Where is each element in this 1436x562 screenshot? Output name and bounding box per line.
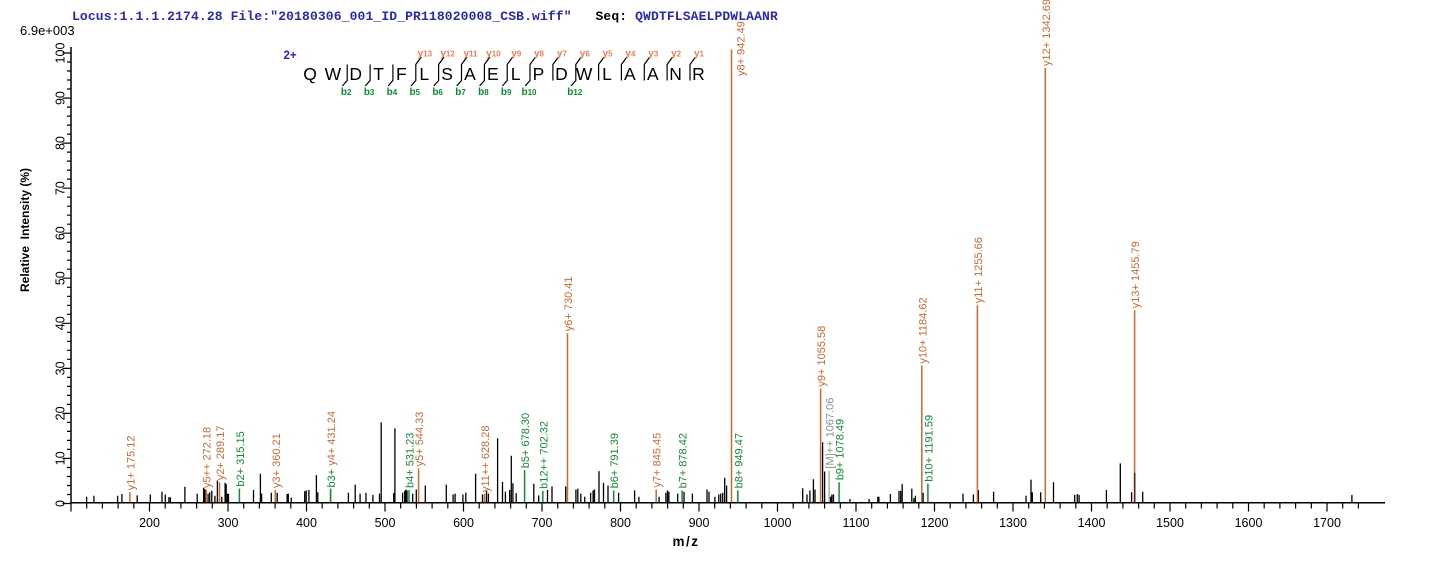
svg-text:y9+ 1055.58: y9+ 1055.58 — [816, 326, 828, 387]
svg-text:y12+ 1342.69: y12+ 1342.69 — [1041, 0, 1053, 66]
svg-text:1700: 1700 — [1313, 516, 1341, 530]
svg-text:Locus:1.1.1.2174.28 File:"2018: Locus:1.1.1.2174.28 File:"20180306_001_I… — [72, 9, 778, 24]
svg-text:y11: y11 — [463, 49, 478, 60]
svg-text:L: L — [419, 64, 429, 84]
svg-text:1600: 1600 — [1235, 516, 1263, 530]
svg-text:b4+ 531.23: b4+ 531.23 — [405, 433, 417, 488]
svg-text:600: 600 — [453, 516, 474, 530]
svg-text:b8: b8 — [478, 87, 489, 98]
svg-text:1300: 1300 — [999, 516, 1027, 530]
svg-text:m/z: m/z — [672, 534, 699, 549]
svg-text:y10: y10 — [486, 49, 501, 60]
svg-text:b7+ 878.42: b7+ 878.42 — [678, 433, 690, 488]
svg-text:0: 0 — [54, 500, 68, 507]
svg-text:b3: b3 — [364, 87, 375, 98]
svg-text:400: 400 — [296, 516, 317, 530]
svg-text:900: 900 — [689, 516, 710, 530]
svg-text:y1: y1 — [694, 49, 705, 60]
svg-text:b8+ 949.47: b8+ 949.47 — [733, 433, 745, 488]
svg-text:b2: b2 — [341, 87, 352, 98]
svg-text:20: 20 — [54, 406, 68, 420]
svg-text:y13: y13 — [418, 49, 433, 60]
svg-text:y11+ 1255.66: y11+ 1255.66 — [973, 237, 985, 303]
svg-text:60: 60 — [54, 226, 68, 240]
svg-text:y4: y4 — [625, 49, 636, 60]
svg-text:40: 40 — [54, 316, 68, 330]
svg-text:b3+ y4+ 431.24: b3+ y4+ 431.24 — [326, 411, 338, 487]
svg-text:L: L — [511, 64, 521, 84]
svg-text:y8+ 942.49: y8+ 942.49 — [736, 21, 748, 76]
svg-text:b9+ 1078.49: b9+ 1078.49 — [835, 419, 847, 480]
svg-text:b12++ 702.32: b12++ 702.32 — [538, 421, 550, 489]
svg-text:6.9e+003: 6.9e+003 — [20, 23, 75, 38]
svg-text:1000: 1000 — [764, 516, 792, 530]
svg-text:y7: y7 — [557, 49, 568, 60]
svg-text:b4: b4 — [387, 87, 398, 98]
svg-text:D: D — [555, 64, 568, 84]
svg-text:2+: 2+ — [283, 50, 296, 62]
svg-text:A: A — [464, 64, 476, 84]
svg-text:y13+ 1455.79: y13+ 1455.79 — [1130, 241, 1142, 308]
svg-text:700: 700 — [532, 516, 553, 530]
svg-text:b9: b9 — [501, 87, 512, 98]
svg-text:A: A — [647, 64, 659, 84]
svg-text:[M]++ 1067.06: [M]++ 1067.06 — [825, 398, 837, 469]
svg-text:70: 70 — [54, 181, 68, 195]
svg-text:1500: 1500 — [1156, 516, 1184, 530]
svg-text:y7+ 845.45: y7+ 845.45 — [652, 433, 664, 488]
svg-text:N: N — [669, 64, 682, 84]
svg-text:b6+ 791.39: b6+ 791.39 — [609, 433, 621, 488]
svg-text:S: S — [441, 64, 453, 84]
svg-text:b10+ 1191.59: b10+ 1191.59 — [923, 415, 935, 482]
svg-text:y1+ 175.12: y1+ 175.12 — [125, 435, 137, 490]
svg-text:F: F — [396, 64, 407, 84]
svg-text:W: W — [325, 64, 342, 84]
svg-text:y5+ 544.33: y5+ 544.33 — [414, 412, 426, 467]
svg-text:1100: 1100 — [843, 516, 870, 530]
svg-text:300: 300 — [218, 516, 239, 530]
svg-text:Q: Q — [303, 64, 317, 84]
svg-text:y10+ 1184.62: y10+ 1184.62 — [917, 297, 929, 363]
svg-text:500: 500 — [375, 516, 396, 530]
svg-text:b12: b12 — [567, 87, 583, 98]
svg-text:b6: b6 — [432, 87, 443, 98]
svg-text:80: 80 — [54, 136, 68, 150]
svg-text:y6+ 730.41: y6+ 730.41 — [563, 276, 575, 331]
svg-text:T: T — [373, 64, 384, 84]
svg-text:y3+ 360.21: y3+ 360.21 — [271, 433, 283, 488]
svg-text:b10: b10 — [521, 87, 537, 98]
svg-text:b7: b7 — [455, 87, 466, 98]
svg-text:y5: y5 — [603, 49, 614, 60]
svg-text:10: 10 — [54, 451, 68, 465]
svg-text:y2: y2 — [671, 49, 682, 60]
svg-text:b5+ 678.30: b5+ 678.30 — [520, 413, 532, 468]
svg-text:R: R — [692, 64, 705, 84]
svg-text:1400: 1400 — [1078, 516, 1106, 530]
svg-text:y8: y8 — [534, 49, 545, 60]
svg-text:y2+ 289.17: y2+ 289.17 — [215, 426, 227, 481]
svg-text:90: 90 — [54, 91, 68, 105]
svg-text:1200: 1200 — [921, 516, 949, 530]
svg-text:800: 800 — [610, 516, 631, 530]
svg-text:L: L — [602, 64, 612, 84]
svg-text:y12: y12 — [440, 49, 455, 60]
svg-text:y9: y9 — [511, 49, 522, 60]
svg-text:P: P — [533, 64, 545, 84]
svg-text:b2+ 315.15: b2+ 315.15 — [235, 431, 247, 486]
svg-text:y6: y6 — [580, 49, 591, 60]
svg-text:y11++ 628.28: y11++ 628.28 — [480, 426, 492, 492]
svg-text:100: 100 — [54, 43, 68, 64]
svg-text:W: W — [576, 64, 593, 84]
svg-text:200: 200 — [139, 516, 160, 530]
svg-text:30: 30 — [54, 361, 68, 375]
svg-text:b5: b5 — [410, 87, 421, 98]
svg-text:50: 50 — [54, 271, 68, 285]
svg-text:y3: y3 — [648, 49, 659, 60]
svg-text:E: E — [487, 64, 499, 84]
svg-text:A: A — [624, 64, 636, 84]
svg-text:D: D — [349, 64, 362, 84]
svg-text:y5++ 272.18: y5++ 272.18 — [202, 427, 214, 488]
svg-text:Relative Intensity (%): Relative Intensity (%) — [18, 168, 32, 292]
